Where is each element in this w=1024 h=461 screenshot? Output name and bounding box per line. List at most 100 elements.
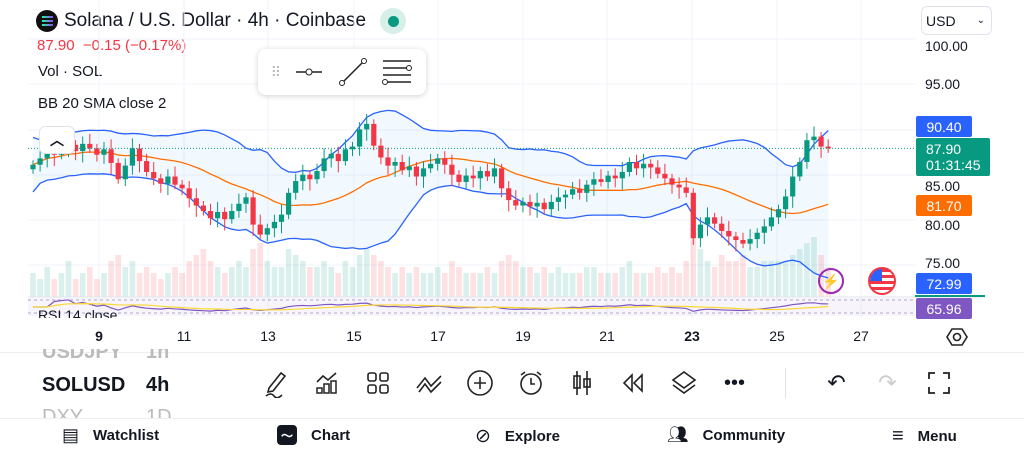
divider [760,368,811,398]
fullscreen-icon[interactable] [913,370,964,396]
candle [321,158,327,172]
more-icon[interactable]: ••• [723,371,745,394]
indicators-icon[interactable] [301,370,352,396]
candle [747,239,753,244]
candle [435,158,441,164]
volume-bar [747,267,753,297]
volume-bar [591,267,597,297]
symbol-title[interactable]: Solana / U.S. Dollar · 4h · Coinbase [36,8,407,34]
nav-menu[interactable]: ≡ Menu [892,425,957,448]
undo-icon[interactable]: ↶ [827,370,846,395]
candle [335,153,341,162]
volume-legend[interactable]: Vol · SOL [38,63,103,80]
interval-selected[interactable]: 4h [146,374,170,396]
candle [591,179,597,185]
candle [690,192,696,239]
nav-community[interactable]: 👥︎ Community [667,425,785,445]
nav-watchlist[interactable]: ▤ Watchlist [62,425,159,446]
candle [307,174,313,180]
candle [278,214,285,222]
menu-icon: ≡ [892,425,904,447]
drag-handle-icon[interactable]: ⠿ [270,63,281,80]
currency-value: USD [926,12,956,29]
bar-countdown: 01:31:45 [926,157,981,173]
volume-bar [647,273,654,297]
price-label: 100.00 [925,38,968,54]
candle [122,165,128,180]
chevron-down-icon: ⌄ [976,15,985,26]
redo-icon[interactable]: ↷ [878,370,897,395]
horizontal-line-tool-icon[interactable] [294,62,324,82]
volume-bar [51,279,58,297]
candle [115,162,121,180]
interval-option[interactable]: 1h [146,349,170,363]
volume-bar [200,249,207,297]
volume-bar [605,273,611,297]
volume-bar [79,273,86,297]
volume-bar [619,267,626,297]
chart-settings-icon[interactable] [946,326,968,353]
volume-bar [193,255,200,297]
volume-bar [491,273,498,297]
volume-bar [584,267,590,297]
candle [406,166,412,171]
time-label: 27 [853,328,869,344]
candle [257,224,263,235]
candle [101,149,107,155]
bb-legend[interactable]: BB 20 SMA close 2 [38,95,167,112]
bb-basis-tag: 81.70 [916,195,972,216]
candle [342,149,348,162]
volume-bar [662,273,668,297]
volume-bar [108,261,114,297]
compass-icon: ⊘ [475,426,491,447]
bb-upper-tag: 90.40 [916,116,972,137]
symbol-selected[interactable]: SOLUSD [42,374,126,396]
symbol-option[interactable]: USDJPY [42,349,123,363]
candle [73,144,79,152]
volume-bar [449,261,455,297]
candles-icon[interactable] [556,369,607,397]
candle [548,201,554,210]
symbol-picker[interactable]: USDJPY 1h SOLUSD 4h DXY 1D [42,349,192,419]
alert-icon[interactable] [505,369,556,397]
layers-icon[interactable] [658,369,709,397]
volume-bar [356,255,363,297]
rsi-legend[interactable]: RSI 14 close [38,307,118,323]
nav-label: Chart [311,426,351,444]
community-icon: 👥︎ [667,425,689,444]
candle [697,224,703,239]
price-chart[interactable] [0,0,1024,352]
last-price: 87.90 [926,141,962,157]
nav-chart[interactable]: ～ Chart [277,425,350,445]
divider [0,418,1024,419]
patterns-icon[interactable] [403,370,454,396]
add-icon[interactable] [454,369,505,397]
interval-option[interactable]: 1D [146,406,172,419]
candle [541,202,547,210]
candle [151,171,157,179]
price-label: 85.00 [925,178,961,194]
volume-bar [406,273,413,297]
currency-select[interactable]: USD ⌄ [921,6,992,35]
volume-bar [427,273,434,297]
volume-bar [165,273,171,297]
layouts-icon[interactable] [352,370,403,396]
collapse-legend-button[interactable]: ︿ [39,126,75,154]
pencil-icon[interactable] [250,368,301,398]
nav-explore[interactable]: ⊘ Explore [475,425,560,448]
volume-bar [150,273,157,297]
event-lightning-icon[interactable]: ⚡ [818,268,844,294]
replay-icon[interactable] [607,370,658,396]
candle [456,174,462,182]
fib-tool-icon[interactable] [381,57,413,87]
symbol-option[interactable]: DXY [42,406,84,419]
volume-bar [349,267,356,297]
candle [499,168,505,189]
drawing-toolbar: ⠿ [258,49,426,95]
us-flag-event-icon[interactable] [868,267,896,295]
candle [200,205,206,211]
candle [584,184,590,193]
volume-bar [278,267,285,297]
trend-line-tool-icon[interactable] [338,57,368,87]
candle [193,198,199,206]
